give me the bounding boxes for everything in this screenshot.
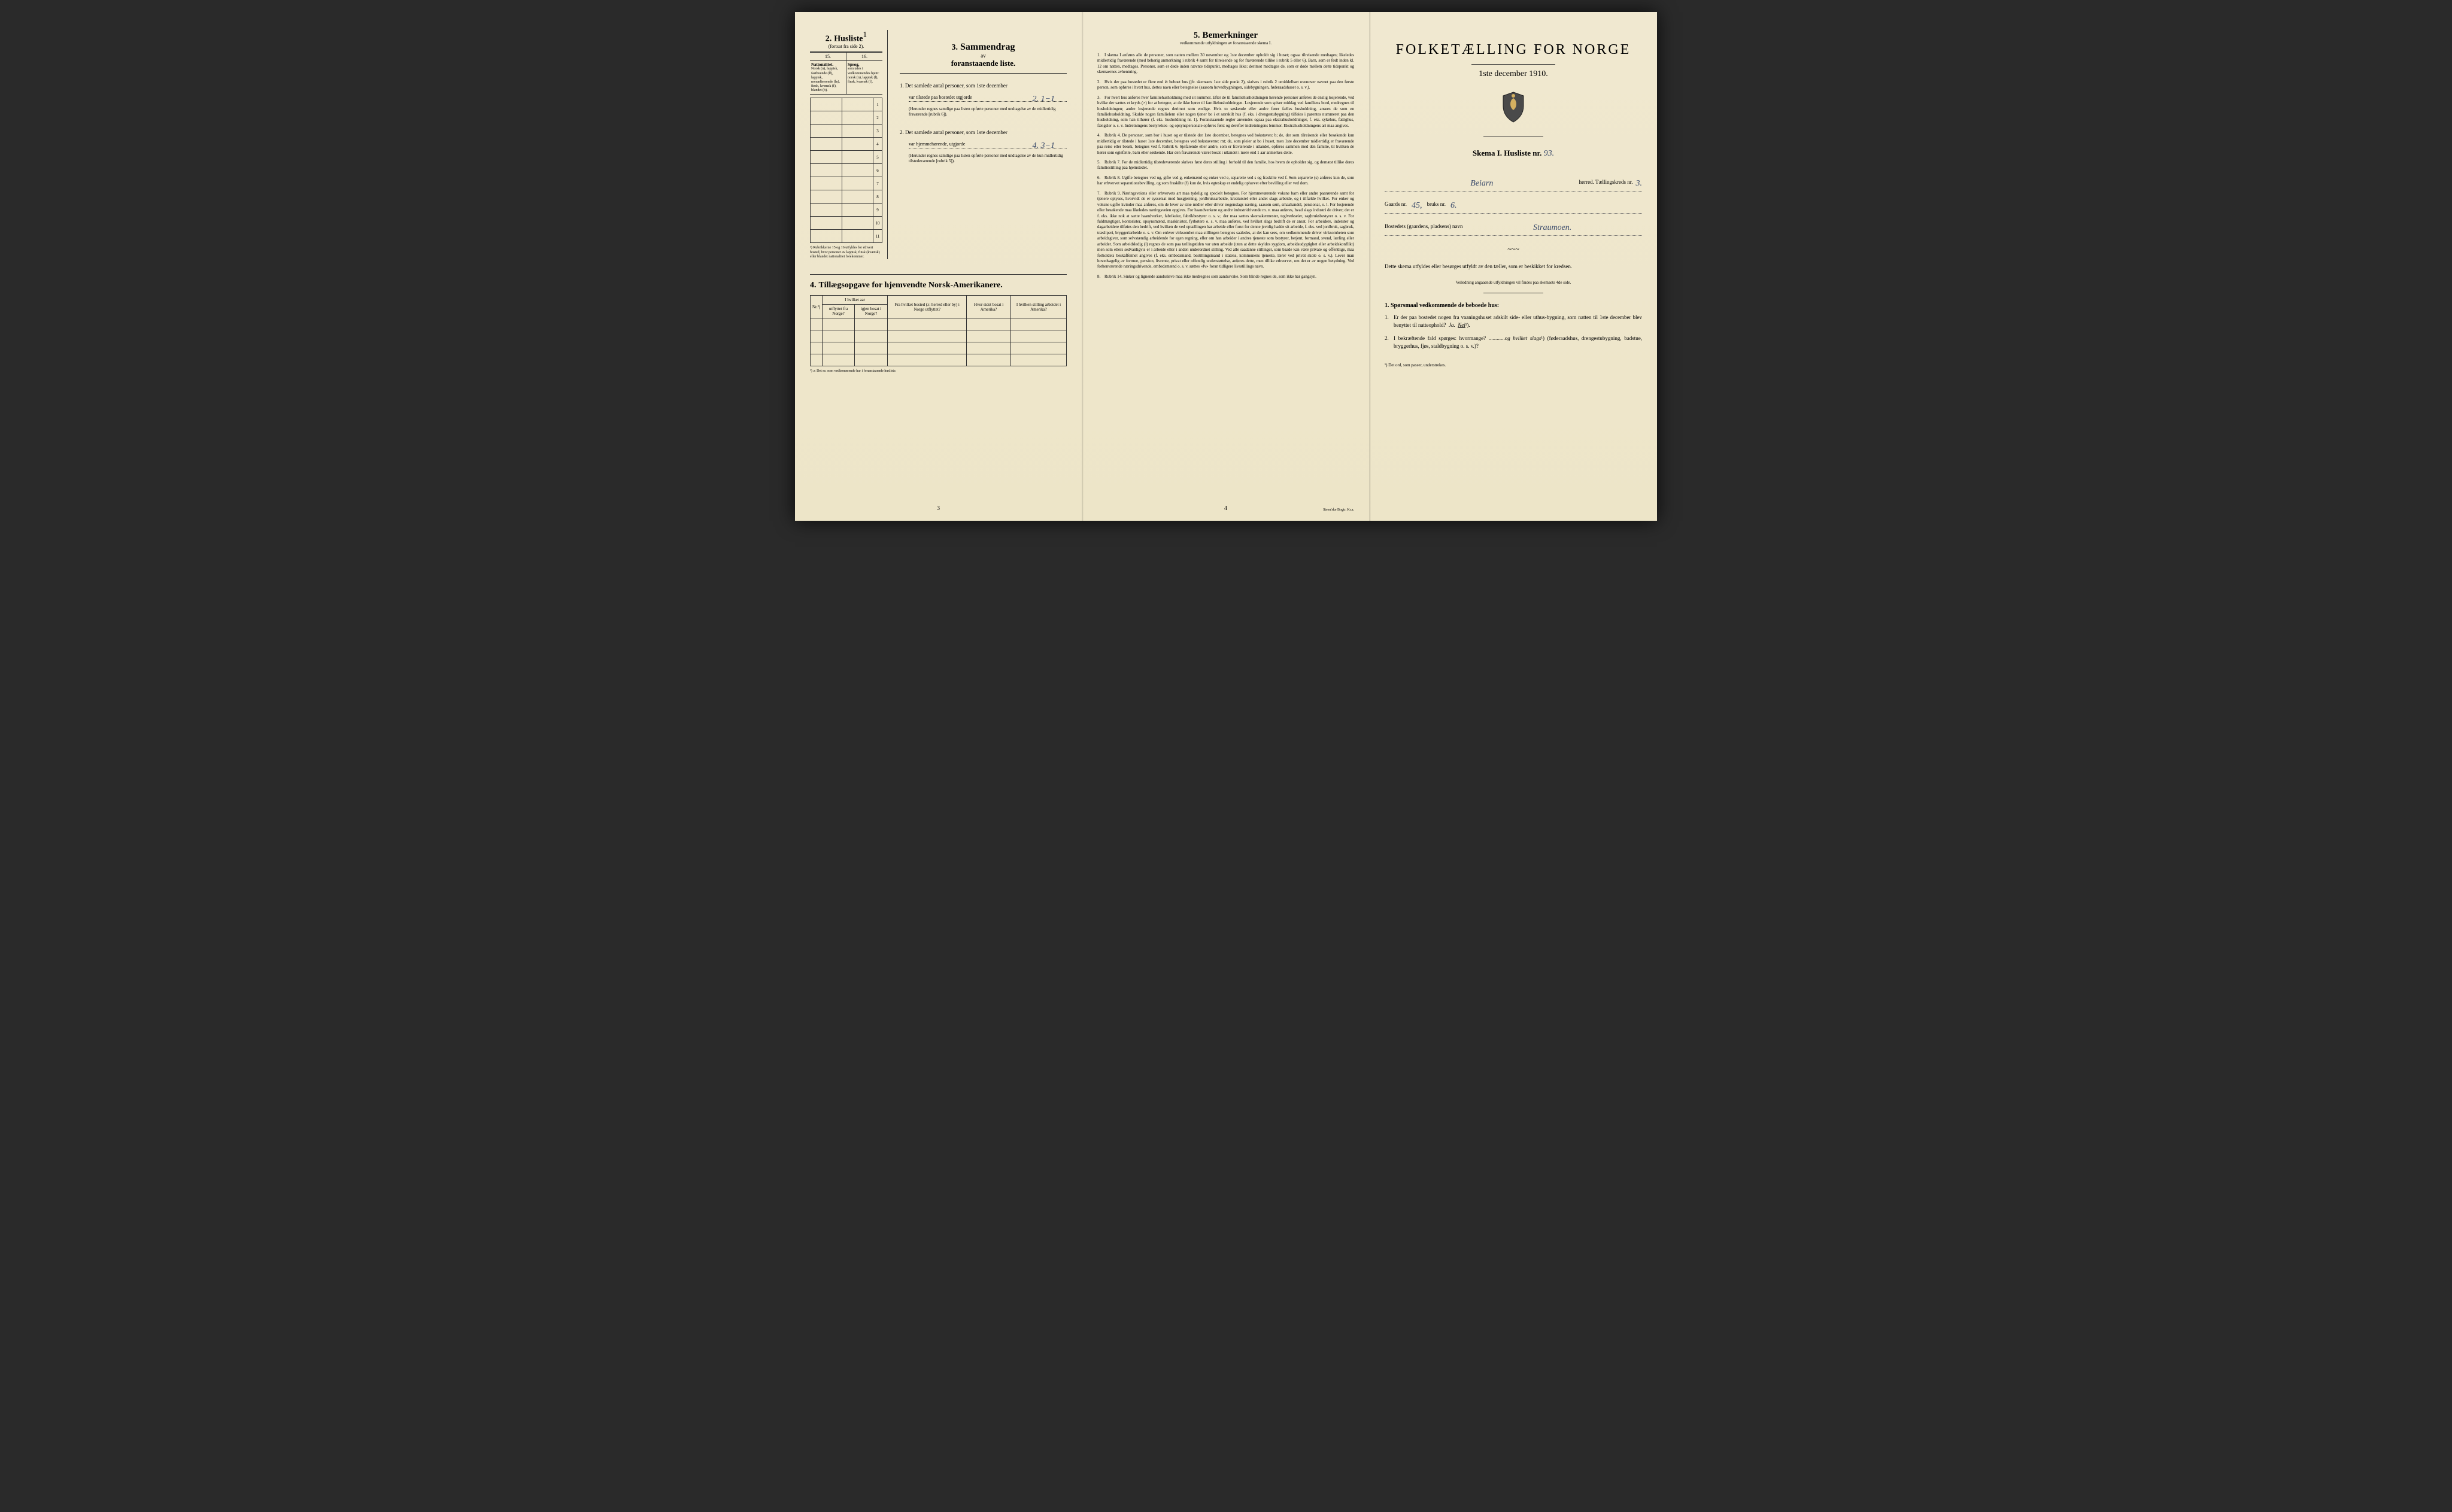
field-bosted: Bostedets (gaardens, pladsens) navn Stra…: [1385, 221, 1642, 236]
table-row: 8: [811, 190, 882, 204]
section2-subtitle: (fortsat fra side 2).: [810, 44, 882, 49]
table-row: 3: [811, 125, 882, 138]
question-2: 2. I bekræftende fald spørges: hvormange…: [1394, 335, 1642, 351]
section-3-sammendrag: 3. Sammendrag av foranstaaende liste. 1.…: [897, 30, 1067, 259]
instruction-1: Dette skema utfyldes eller besørges utfy…: [1385, 263, 1642, 271]
section2-num: 2.: [826, 34, 832, 43]
section-4: 4. Tillægsopgave for hjemvendte Norsk-Am…: [810, 274, 1067, 373]
section5-subtitle: vedkommende utfyldningen av foranstaaend…: [1097, 41, 1354, 45]
table-row: 5: [811, 151, 882, 164]
tillaeg-table: Nr.²) I hvilket aar Fra hvilket bosted (…: [810, 295, 1067, 366]
page-2: 5. Bemerkninger vedkommende utfyldningen…: [1082, 12, 1370, 521]
kreds-nr-hw: 3.: [1636, 179, 1643, 189]
page-number-3: 3: [937, 505, 940, 512]
table-row: 11: [811, 230, 882, 243]
husliste-nr-hw: 93.: [1544, 149, 1555, 158]
herred-hw: Beiarn: [1385, 179, 1579, 189]
bosted-navn-hw: Straumoen.: [1462, 223, 1642, 233]
table-row: 9: [811, 204, 882, 217]
section-2-husliste: 2. Husliste1 (fortsat fra side 2). 15. 1…: [810, 30, 888, 259]
handwritten-value-1: 2. 1−1: [1033, 95, 1055, 104]
divider-ornament: ~~~: [1385, 245, 1642, 254]
page-3-cover: FOLKETÆLLING FOR NORGE 1ste december 191…: [1370, 12, 1657, 521]
section4-footnote: ²) ɔ: Det nr. som vedkommende har i fora…: [810, 369, 1067, 373]
printer-mark: Steen'ske Bogtr. Kr.a.: [1323, 508, 1354, 512]
census-date: 1ste december 1910.: [1385, 69, 1642, 79]
page-number-4: 4: [1224, 505, 1227, 512]
table-row: 4: [811, 138, 882, 151]
question-header: 1. Spørsmaal vedkommende de beboede hus:: [1385, 302, 1642, 309]
main-title: FOLKETÆLLING FOR NORGE: [1385, 42, 1642, 58]
page3-footnote: ¹) Det ord, som passer, understrekes.: [1385, 363, 1642, 368]
section4-title: Tillægsopgave for hjemvendte Norsk-Ameri…: [819, 281, 1003, 290]
bemerkning-item: 4.Rubrik 4. De personer, som bor i huset…: [1097, 133, 1354, 156]
sammendrag-item-2: 2. Det samlede antal personer, som 1ste …: [900, 129, 1067, 135]
skema-line: Skema I. Husliste nr. 93.: [1385, 148, 1642, 159]
bemerkning-item: 7.Rubrik 9. Næringsveiens eller erhverve…: [1097, 191, 1354, 270]
section2-footnote: ¹) Rubrikkerne 15 og 16 utfyldes for eth…: [810, 246, 882, 259]
table-row: 6: [811, 164, 882, 177]
table-row: 2: [811, 111, 882, 125]
coat-of-arms-icon: [1385, 91, 1642, 127]
bemerkning-item: 5.Rubrik 7. For de midlertidig tilstedev…: [1097, 160, 1354, 171]
table-row: 7: [811, 177, 882, 190]
document-container: 2. Husliste1 (fortsat fra side 2). 15. 1…: [795, 12, 1657, 521]
page-1: 2. Husliste1 (fortsat fra side 2). 15. 1…: [795, 12, 1082, 521]
nei-underlined: Nei: [1458, 322, 1465, 328]
sammendrag-item-1: 1. Det samlede antal personer, som 1ste …: [900, 83, 1067, 89]
table-row: 10: [811, 217, 882, 230]
section3-title: Sammendrag: [960, 42, 1015, 52]
bemerkning-item: 3.For hvert hus anføres hver familiehush…: [1097, 95, 1354, 129]
instruction-2: Veiledning angaaende utfyldningen vil fi…: [1385, 280, 1642, 286]
section2-title: Husliste: [834, 34, 863, 43]
bemerkning-item: 6.Rubrik 8. Ugifte betegnes ved ug, gift…: [1097, 175, 1354, 187]
gaards-nr-hw: 45,: [1412, 201, 1422, 211]
field-gaards: Gaards nr. 45, bruks nr. 6.: [1385, 199, 1642, 214]
handwritten-value-2: 4. 3−1: [1033, 141, 1055, 151]
field-herred: Beiarn herred. Tællingskreds nr. 3.: [1385, 177, 1642, 192]
bemerkning-item: 8.Rubrik 14. Sinker og lignende aandsslø…: [1097, 274, 1354, 280]
bemerkning-item: 2.Hvis der paa bostedet er flere end ét …: [1097, 80, 1354, 91]
question-1: 1. Er der paa bostedet nogen fra vaaning…: [1394, 314, 1642, 330]
husliste-table: 1234567891011: [810, 98, 882, 243]
section5-title: Bemerkninger: [1203, 31, 1258, 40]
table-row: 1: [811, 98, 882, 111]
bemerkning-item: 1.I skema I anføres alle de personer, so…: [1097, 53, 1354, 75]
bruks-nr-hw: 6.: [1450, 201, 1457, 211]
